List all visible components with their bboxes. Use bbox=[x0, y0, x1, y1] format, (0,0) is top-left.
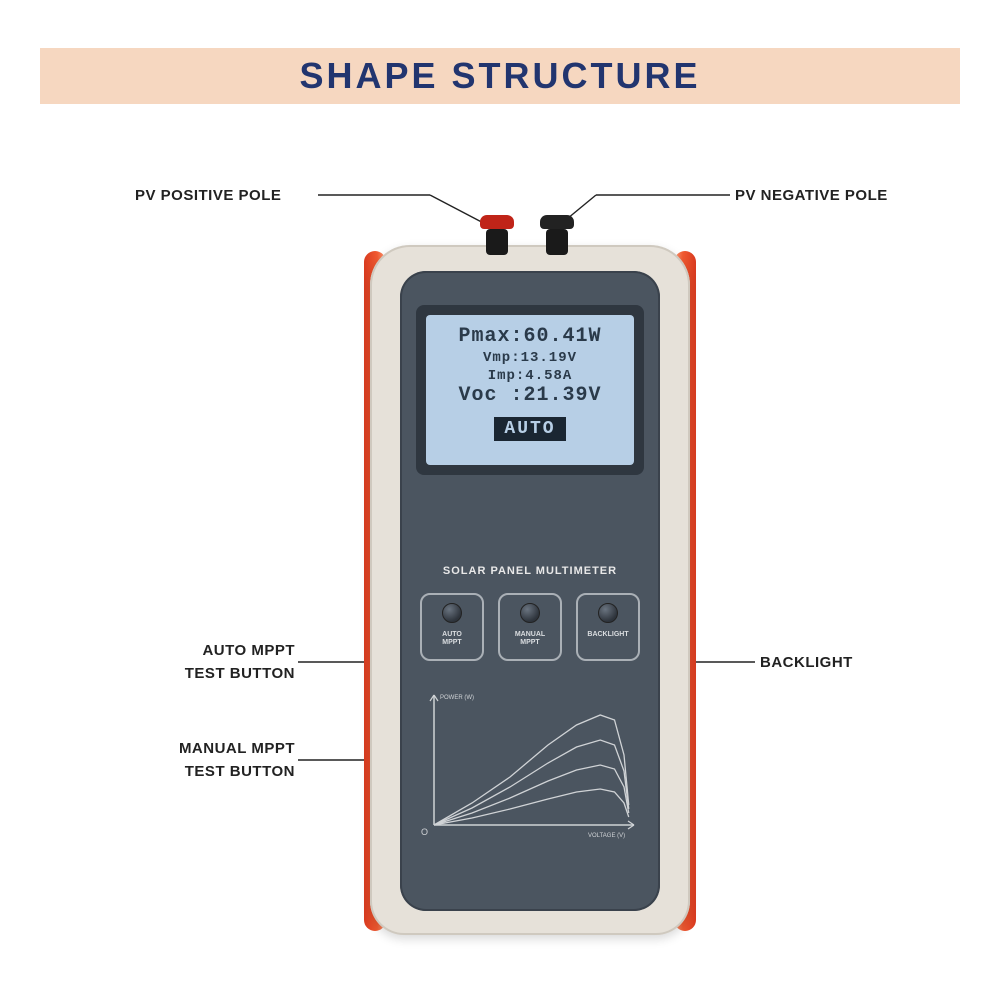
button-dot bbox=[442, 603, 462, 623]
lcd-row: Vmp:13.19V bbox=[426, 350, 634, 366]
lcd-frame: Pmax:60.41W Vmp:13.19V Imp:4.58AVoc :21.39… bbox=[416, 305, 644, 475]
button-dot bbox=[520, 603, 540, 623]
lcd-screen: Pmax:60.41W Vmp:13.19V Imp:4.58AVoc :21.39… bbox=[426, 315, 634, 465]
callout-manual-mppt: MANUAL MPPT TEST BUTTON bbox=[155, 738, 295, 783]
callout-pv-positive: PV POSITIVE POLE bbox=[135, 185, 281, 208]
svg-text:VOLTAGE (V): VOLTAGE (V) bbox=[588, 833, 625, 839]
callout-pv-negative: PV NEGATIVE POLE bbox=[735, 185, 888, 208]
title-bar: SHAPE STRUCTURE bbox=[40, 48, 960, 104]
pv-negative-terminal bbox=[540, 215, 574, 253]
button-label: BACKLIGHT bbox=[587, 631, 628, 639]
auto-mppt-button[interactable]: AUTO MPPT bbox=[420, 593, 484, 661]
callout-auto-mppt: AUTO MPPT TEST BUTTON bbox=[170, 640, 295, 685]
button-dot bbox=[598, 603, 618, 623]
svg-text:O: O bbox=[421, 827, 428, 837]
multimeter-device: Pmax:60.41W Vmp:13.19V Imp:4.58AVoc :21.39… bbox=[370, 215, 690, 935]
button-row: AUTO MPPT MANUAL MPPT BACKLIGHT bbox=[420, 593, 640, 665]
callout-backlight: BACKLIGHT bbox=[760, 652, 853, 675]
button-label: MANUAL MPPT bbox=[515, 631, 545, 648]
lcd-row: Pmax:60.41W bbox=[426, 325, 634, 348]
iv-curve-graph: O POWER (W) VOLTAGE (V) bbox=[420, 685, 640, 845]
svg-text:POWER (W): POWER (W) bbox=[440, 695, 474, 701]
backlight-button[interactable]: BACKLIGHT bbox=[576, 593, 640, 661]
panel-title: SOLAR PANEL MULTIMETER bbox=[420, 565, 640, 577]
pv-positive-terminal bbox=[480, 215, 514, 253]
title-text: SHAPE STRUCTURE bbox=[299, 55, 700, 97]
lcd-row: Voc :21.39V bbox=[426, 384, 634, 407]
lcd-mode-badge: AUTO bbox=[494, 417, 565, 441]
lcd-row: Imp:4.58A bbox=[426, 368, 634, 384]
button-label: AUTO MPPT bbox=[442, 631, 462, 648]
manual-mppt-button[interactable]: MANUAL MPPT bbox=[498, 593, 562, 661]
